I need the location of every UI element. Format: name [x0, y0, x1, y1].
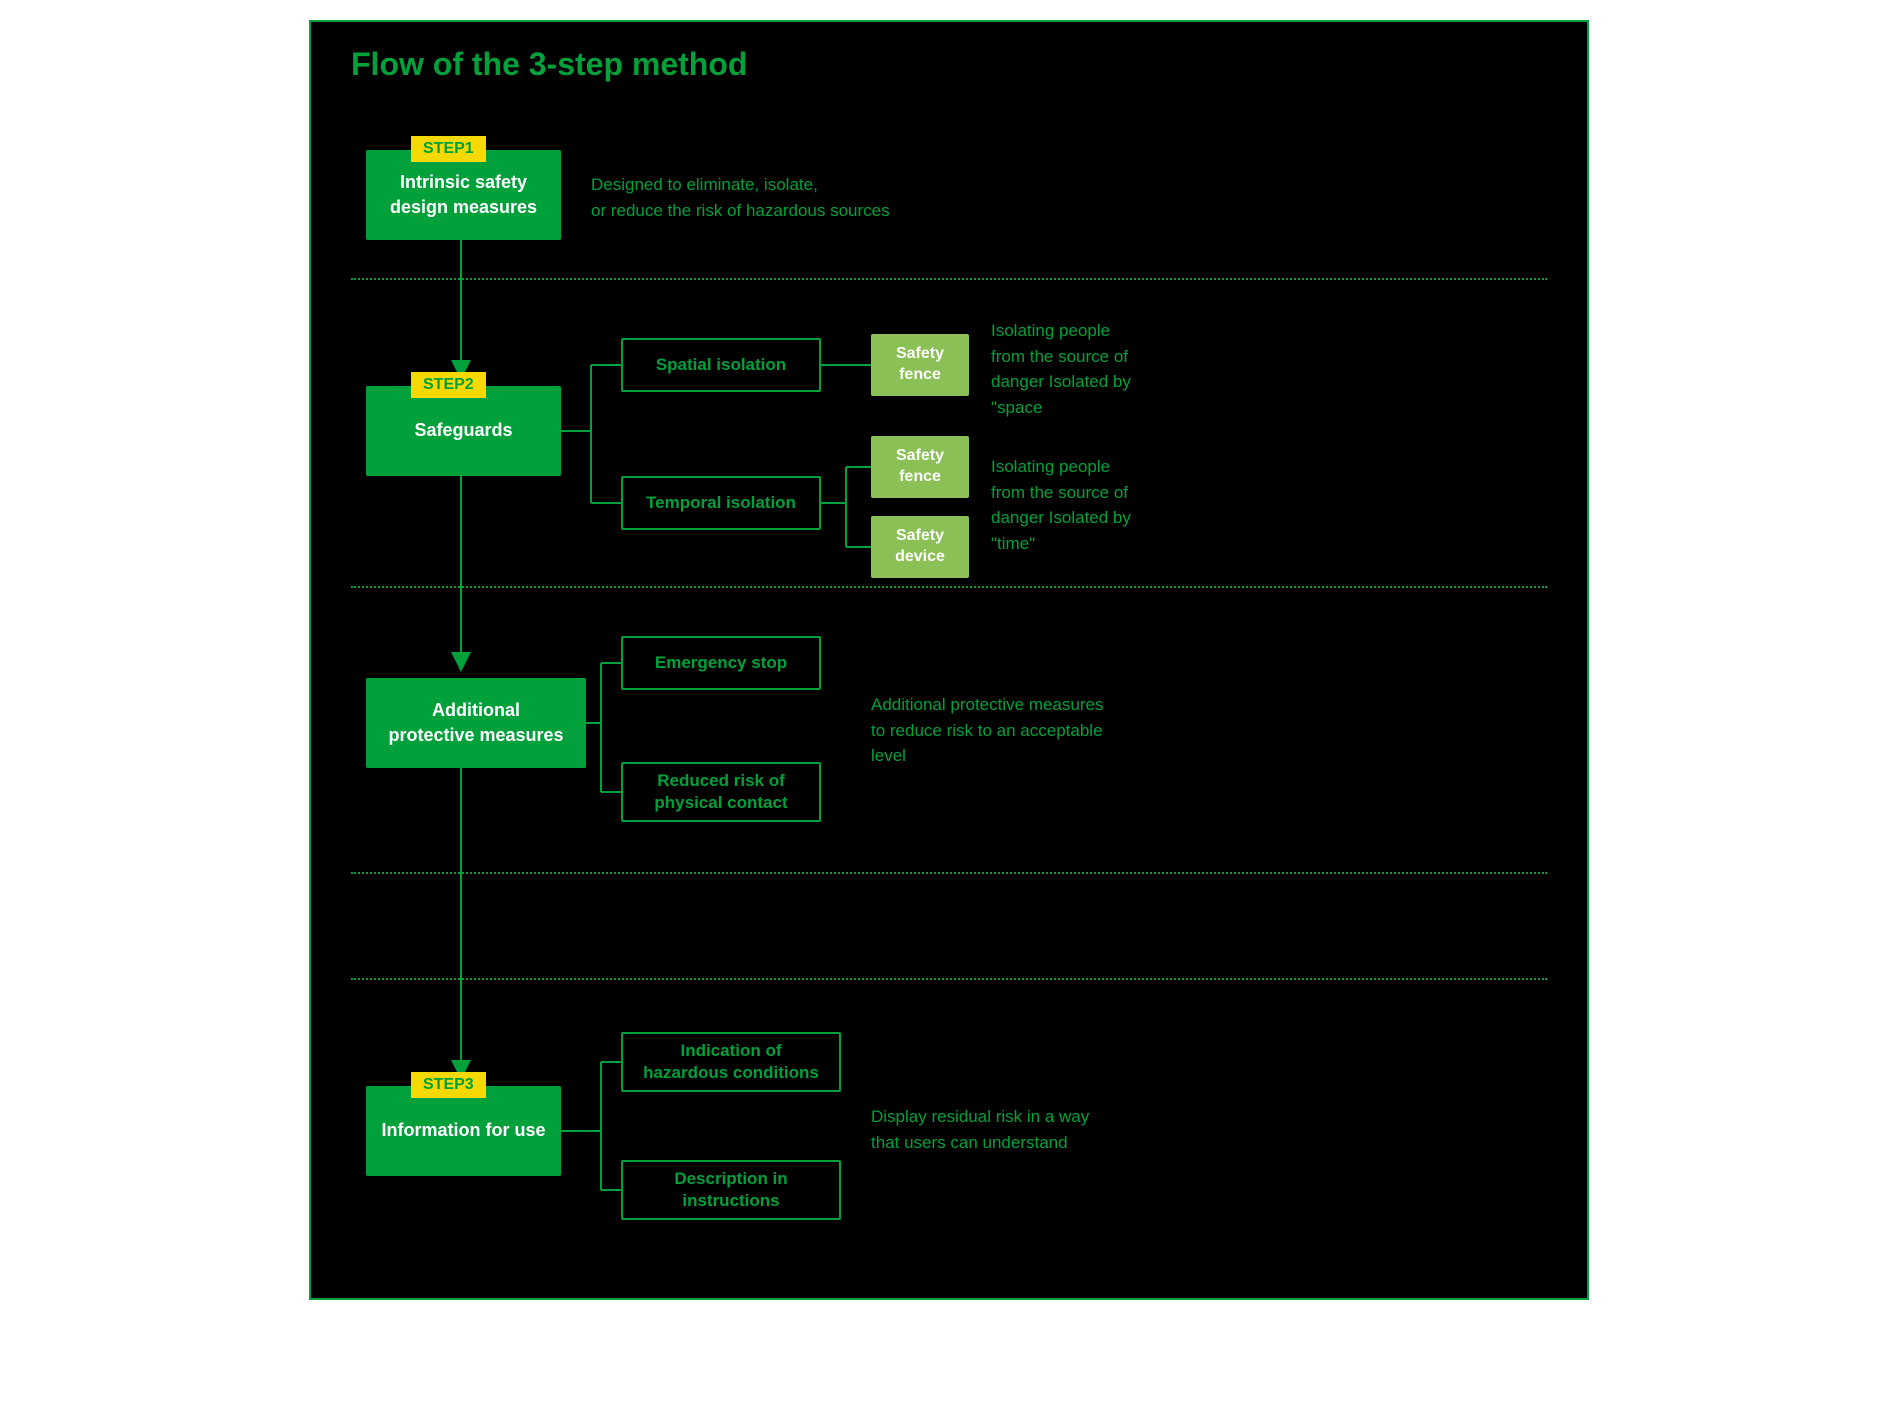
node-intrinsic-safety: Intrinsic safetydesign measures [366, 150, 561, 240]
node-indication: Indication ofhazardous conditions [621, 1032, 841, 1092]
divider-3 [351, 872, 1547, 874]
node-information-for-use: Information for use [366, 1086, 561, 1176]
step2-badge: STEP2 [411, 372, 486, 398]
desc-step3: Display residual risk in a waythat users… [871, 1104, 1089, 1155]
node-spatial-isolation: Spatial isolation [621, 338, 821, 392]
node-description-instructions: Description ininstructions [621, 1160, 841, 1220]
step1-badge: STEP1 [411, 136, 486, 162]
page-title: Flow of the 3-step method [351, 46, 747, 83]
desc-spatial: Isolating peoplefrom the source ofdanger… [991, 318, 1131, 420]
divider-4 [351, 978, 1547, 980]
node-temporal-isolation: Temporal isolation [621, 476, 821, 530]
node-safeguards: Safeguards [366, 386, 561, 476]
node-safety-device: Safetydevice [871, 516, 969, 578]
divider-2 [351, 586, 1547, 588]
divider-1 [351, 278, 1547, 280]
step3-badge: STEP3 [411, 1072, 486, 1098]
desc-additional: Additional protective measuresto reduce … [871, 692, 1103, 769]
node-safety-fence-spatial: Safetyfence [871, 334, 969, 396]
node-emergency-stop: Emergency stop [621, 636, 821, 690]
node-safety-fence-temporal: Safetyfence [871, 436, 969, 498]
desc-step1: Designed to eliminate, isolate,or reduce… [591, 172, 890, 223]
flowchart-canvas: Flow of the 3-step method STEP1 STEP2 ST… [309, 20, 1589, 1300]
node-reduced-risk: Reduced risk ofphysical contact [621, 762, 821, 822]
node-additional: Additionalprotective measures [366, 678, 586, 768]
desc-temporal: Isolating peoplefrom the source ofdanger… [991, 454, 1131, 556]
